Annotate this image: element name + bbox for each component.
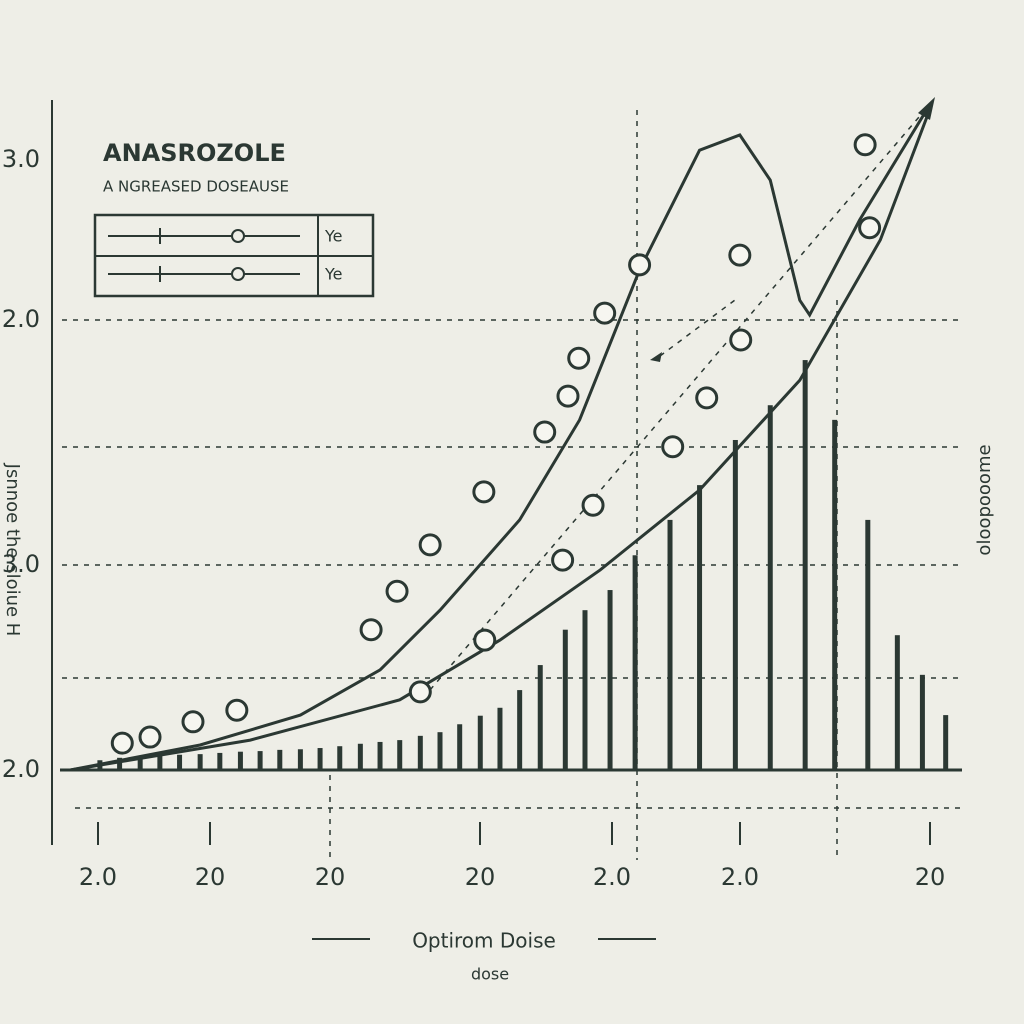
bar: [237, 751, 243, 770]
chart-subtitle: A NGREASED DOSEAUSE: [103, 178, 289, 196]
y-axis-title: Jsnnoe the sloiue H: [2, 463, 23, 637]
marker: [181, 710, 205, 734]
x-axis-subtitle: dose: [471, 965, 509, 984]
marker: [418, 533, 442, 557]
bar: [437, 732, 443, 770]
marker: [661, 435, 685, 459]
bar: [767, 405, 773, 770]
bar: [457, 724, 463, 770]
bar: [832, 419, 838, 770]
x-tick-label: 2.0: [593, 863, 631, 891]
bar: [517, 690, 523, 770]
decoration: [51, 97, 965, 940]
marker: [225, 698, 249, 722]
bar: [632, 555, 638, 770]
bar: [582, 610, 588, 770]
bar: [137, 757, 143, 770]
bar: [217, 752, 223, 770]
x-tick-label: 20: [315, 863, 346, 891]
marker: [853, 133, 877, 157]
marker: [408, 680, 432, 704]
marker: [473, 628, 497, 652]
legend-label: Ye: [324, 265, 343, 284]
marker: [551, 548, 575, 572]
bar: [697, 485, 703, 770]
marker: [581, 493, 605, 517]
bar: [257, 751, 263, 770]
bar: [802, 360, 808, 770]
bar: [894, 635, 900, 770]
x-axis-title: Optirom Doise: [412, 929, 556, 953]
bar: [607, 590, 613, 770]
bar: [537, 665, 543, 770]
bar: [377, 741, 383, 770]
y-tick-label: 3.0: [2, 550, 40, 578]
bar: [317, 748, 323, 770]
bar: [732, 439, 738, 770]
marker: [472, 480, 496, 504]
marker: [593, 301, 617, 325]
bar: [497, 707, 503, 770]
bar: [277, 749, 283, 770]
bar: [477, 715, 483, 770]
x-tick-label: 20: [465, 863, 496, 891]
marker: [385, 579, 409, 603]
bar: [943, 715, 949, 770]
x-tick-label: 20: [915, 863, 946, 891]
marker: [556, 384, 580, 408]
marker: [728, 243, 752, 267]
bar: [417, 735, 423, 770]
bar: [397, 740, 403, 770]
marker: [729, 328, 753, 352]
marker: [533, 420, 557, 444]
marker: [695, 386, 719, 410]
legend-label: Ye: [324, 227, 343, 246]
bar: [865, 519, 871, 770]
y-tick-label: 2.0: [2, 755, 40, 783]
marker: [138, 725, 162, 749]
bar: [297, 749, 303, 770]
y-tick-label: 2.0: [2, 305, 40, 333]
bar: [117, 757, 123, 770]
marker: [110, 731, 134, 755]
x-tick-label: 2.0: [721, 863, 759, 891]
marker: [628, 253, 652, 277]
y-tick-label: 3.0: [2, 145, 40, 173]
marker: [858, 216, 882, 240]
x-tick-label: 2.0: [79, 863, 117, 891]
bar: [667, 519, 673, 770]
x-tick-label: 20: [195, 863, 226, 891]
line-series: [70, 104, 931, 772]
bar: [157, 755, 163, 770]
bar: [337, 746, 343, 770]
bar: [177, 754, 183, 770]
marker: [567, 346, 591, 370]
y2-axis-title: oloopooome: [974, 444, 995, 555]
chart-title: ANASROZOLE: [103, 139, 286, 167]
bar: [562, 629, 568, 770]
bar: [197, 754, 203, 770]
bar: [919, 674, 925, 770]
bar: [357, 743, 363, 770]
marker: [359, 618, 383, 642]
line-series: [70, 109, 931, 772]
